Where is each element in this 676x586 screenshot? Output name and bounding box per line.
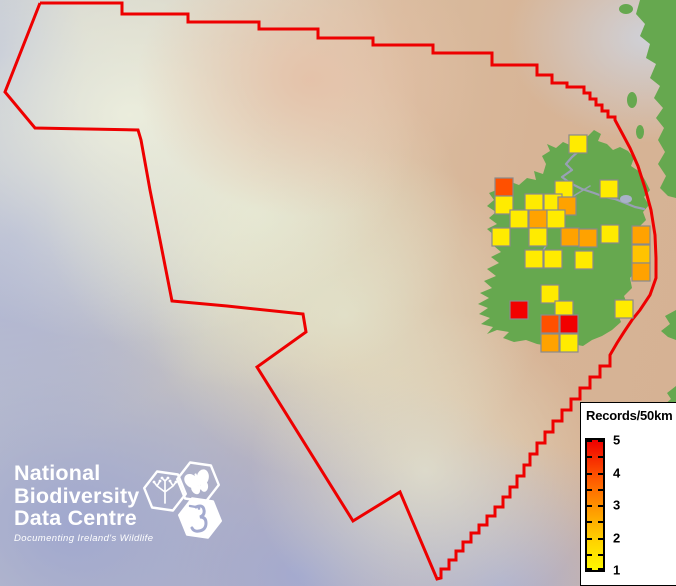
legend-tick	[587, 521, 592, 523]
grid-square[interactable]	[540, 314, 560, 334]
eez-boundary-line	[3, 1, 658, 581]
legend-tick	[587, 440, 592, 442]
seahorse-icon	[178, 497, 223, 539]
northern-ireland-border	[560, 148, 646, 211]
legend: Records/50km 5 4 3 2 1	[580, 402, 676, 586]
legend-tick	[587, 489, 592, 491]
legend-value-label: 1	[613, 562, 621, 578]
legend-tick	[587, 554, 592, 556]
grid-square[interactable]	[540, 284, 560, 304]
legend-value-label: 3	[613, 497, 621, 513]
island	[627, 92, 637, 108]
grid-square[interactable]	[631, 262, 651, 282]
grid-square[interactable]	[574, 250, 594, 270]
legend-tick	[587, 456, 592, 458]
legend-tick	[598, 440, 603, 442]
logo-tagline: Documenting Ireland's Wildlife	[14, 532, 154, 544]
grid-square[interactable]	[631, 225, 651, 245]
legend-tick	[587, 473, 592, 475]
logo-hexagons	[143, 461, 223, 539]
britain-landmass	[636, 0, 676, 198]
grid-square[interactable]	[528, 209, 548, 229]
legend-tick	[587, 538, 592, 540]
grid-square[interactable]	[559, 333, 579, 353]
legend-tick	[598, 554, 603, 556]
legend-tick	[598, 473, 603, 475]
grid-square[interactable]	[528, 227, 548, 247]
legend-value-label: 4	[613, 465, 621, 480]
logo-line-1: National	[14, 461, 101, 485]
tree-icon	[143, 470, 187, 512]
legend-title: Records/50km	[586, 408, 673, 423]
legend-tick	[598, 538, 603, 540]
grid-square[interactable]	[540, 333, 560, 353]
logo-line-2: Biodiversity	[14, 483, 140, 508]
grid-square[interactable]	[559, 314, 579, 334]
legend-tick	[598, 568, 603, 570]
legend-color-scale	[585, 438, 605, 572]
grid-square[interactable]	[578, 228, 598, 248]
grid-square[interactable]	[568, 134, 588, 154]
legend-tick	[587, 505, 592, 507]
grid-square[interactable]	[599, 179, 619, 199]
legend-value-label: 5	[613, 432, 621, 448]
island	[619, 4, 633, 14]
grid-square[interactable]	[614, 299, 634, 319]
legend-tick	[587, 568, 592, 570]
nbdc-logo: National Biodiversity Data Centre Docume…	[14, 461, 244, 582]
legend-tick	[598, 489, 603, 491]
grid-square[interactable]	[509, 209, 529, 229]
grid-square[interactable]	[631, 244, 651, 264]
grid-square[interactable]	[509, 300, 529, 320]
grid-square[interactable]	[494, 177, 514, 197]
lough-neagh	[620, 195, 632, 203]
grid-square[interactable]	[600, 224, 620, 244]
island	[636, 125, 644, 139]
grid-square[interactable]	[494, 195, 514, 215]
britain-landmass	[661, 310, 676, 340]
grid-square[interactable]	[491, 227, 511, 247]
grid-square[interactable]	[524, 193, 544, 213]
legend-tick	[598, 505, 603, 507]
logo-line-3: Data Centre	[14, 506, 137, 530]
legend-tick	[598, 456, 603, 458]
grid-square[interactable]	[546, 209, 566, 229]
legend-value-label: 2	[613, 530, 621, 545]
record-grid-squares	[491, 134, 651, 353]
grid-square[interactable]	[543, 249, 563, 269]
legend-tick	[598, 521, 603, 523]
grid-square[interactable]	[560, 227, 580, 247]
grid-square[interactable]	[524, 249, 544, 269]
